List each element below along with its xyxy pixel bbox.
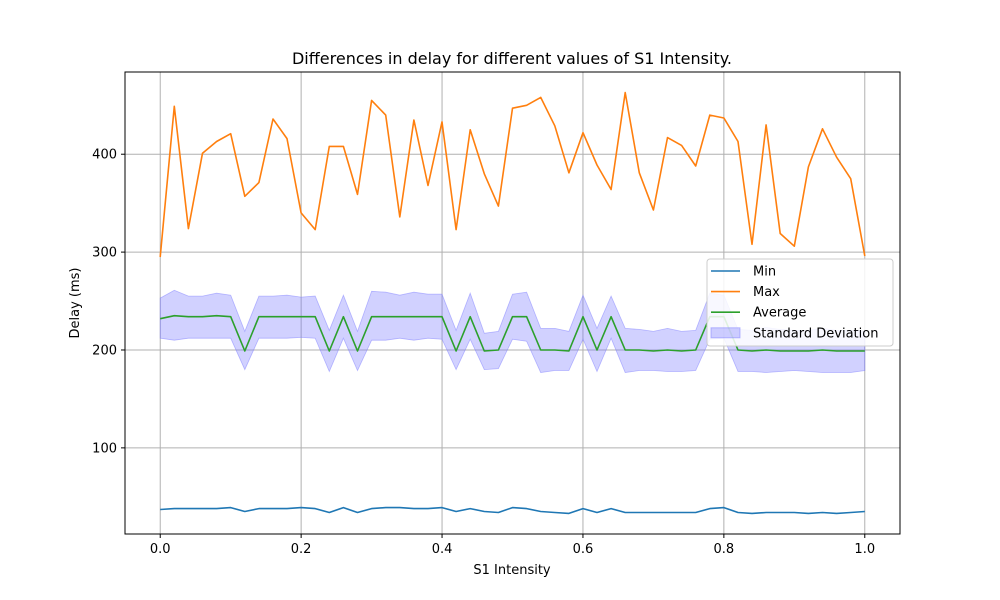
x-tick-label: 0.6 xyxy=(573,542,594,557)
legend-label: Max xyxy=(753,285,780,300)
x-axis-ticks: 0.0 0.2 0.4 0.6 0.8 1.0 xyxy=(150,534,875,557)
legend-label: Standard Deviation xyxy=(753,326,878,341)
series-line-average xyxy=(160,314,865,352)
std-deviation-band xyxy=(159,289,866,373)
y-tick-label: 400 xyxy=(92,148,117,163)
series-line-min xyxy=(160,506,865,515)
series-lines-layer xyxy=(159,91,866,515)
plot-frame xyxy=(124,71,901,535)
x-tick-label: 0.0 xyxy=(150,542,171,557)
x-tick-label: 0.8 xyxy=(714,542,735,557)
y-tick-label: 200 xyxy=(92,343,117,358)
y-axis-ticks: 100 200 300 400 xyxy=(92,148,125,456)
chart-title: Differences in delay for different value… xyxy=(292,49,732,68)
y-tick-label: 100 xyxy=(92,441,117,456)
y-axis-label: Delay (ms) xyxy=(68,268,83,339)
y-tick-label: 300 xyxy=(92,246,117,261)
legend: Min Max Average Standard Deviation xyxy=(706,258,894,347)
x-tick-label: 0.2 xyxy=(291,542,312,557)
series-line-max xyxy=(159,91,866,258)
x-tick-label: 0.4 xyxy=(432,542,453,557)
legend-label: Average xyxy=(753,306,806,321)
legend-swatch xyxy=(710,327,741,339)
legend-box xyxy=(706,258,894,347)
std-band-layer xyxy=(159,289,866,373)
x-tick-label: 1.0 xyxy=(854,542,875,557)
legend-label: Min xyxy=(753,265,776,280)
x-axis-label: S1 Intensity xyxy=(473,563,551,578)
